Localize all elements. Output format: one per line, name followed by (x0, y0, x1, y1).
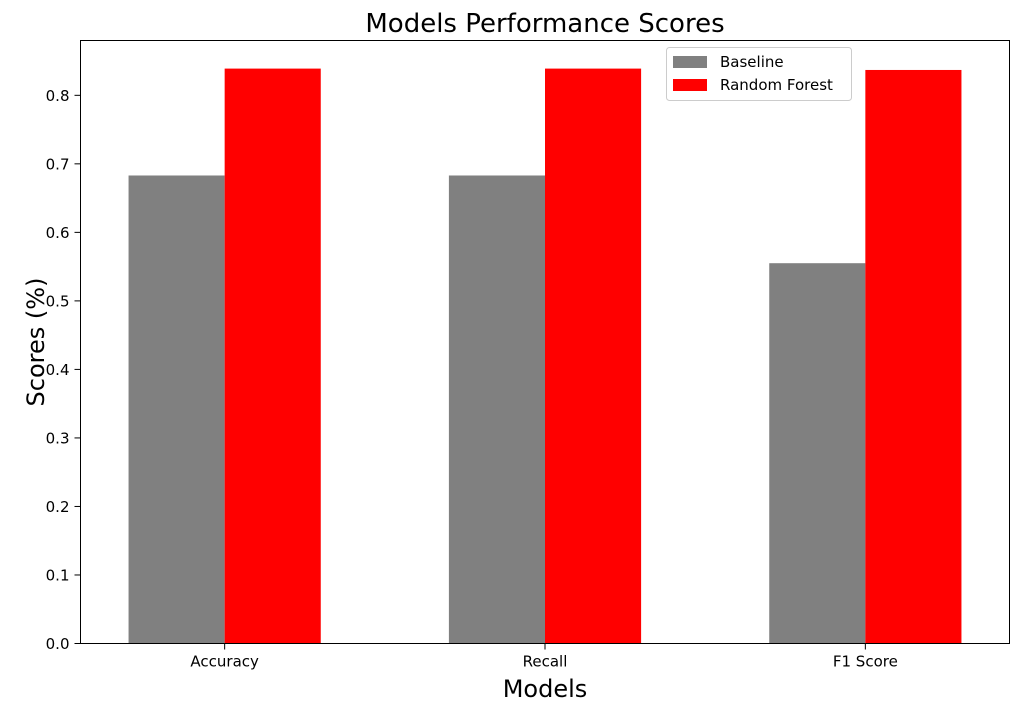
legend-box (666, 47, 852, 101)
chart-title: Models Performance Scores (365, 9, 724, 39)
x-tick-label: F1 Score (833, 653, 898, 671)
y-tick-label: 0.6 (46, 224, 70, 242)
bar-random-forest-f1-score (865, 69, 962, 644)
y-tick-label: 0.0 (46, 635, 70, 653)
x-axis: Accuracy Recall F1 Score (190, 643, 898, 671)
y-tick-label: 0.3 (46, 429, 70, 447)
legend-swatch-random-forest (673, 79, 707, 91)
y-tick-label: 0.1 (46, 566, 70, 584)
y-tick-label: 0.8 (46, 87, 70, 105)
y-tick-label: 0.2 (46, 498, 70, 516)
legend-swatch-baseline (673, 56, 707, 68)
y-tick-label: 0.5 (46, 292, 70, 310)
bars-group (128, 68, 962, 644)
x-tick-label: Accuracy (190, 653, 259, 671)
x-axis-label: Models (503, 675, 588, 703)
y-tick-label: 0.7 (46, 155, 70, 173)
bar-baseline-recall (448, 175, 545, 644)
y-tick-label: 0.4 (46, 361, 70, 379)
plot-frame (80, 40, 1010, 644)
bar-random-forest-accuracy (224, 68, 321, 644)
legend-label-baseline: Baseline (720, 53, 784, 71)
bar-baseline-f1-score (769, 263, 866, 644)
y-axis: 0.0 0.1 0.2 0.3 0.4 0.5 0.6 0.7 0.8 (46, 87, 81, 653)
legend: Baseline Random Forest (666, 47, 852, 101)
bar-random-forest-recall (545, 68, 642, 644)
y-axis-label: Scores (%) (22, 278, 50, 407)
legend-label-random-forest: Random Forest (720, 76, 833, 94)
bar-baseline-accuracy (128, 175, 225, 644)
x-tick-label: Recall (523, 653, 568, 671)
